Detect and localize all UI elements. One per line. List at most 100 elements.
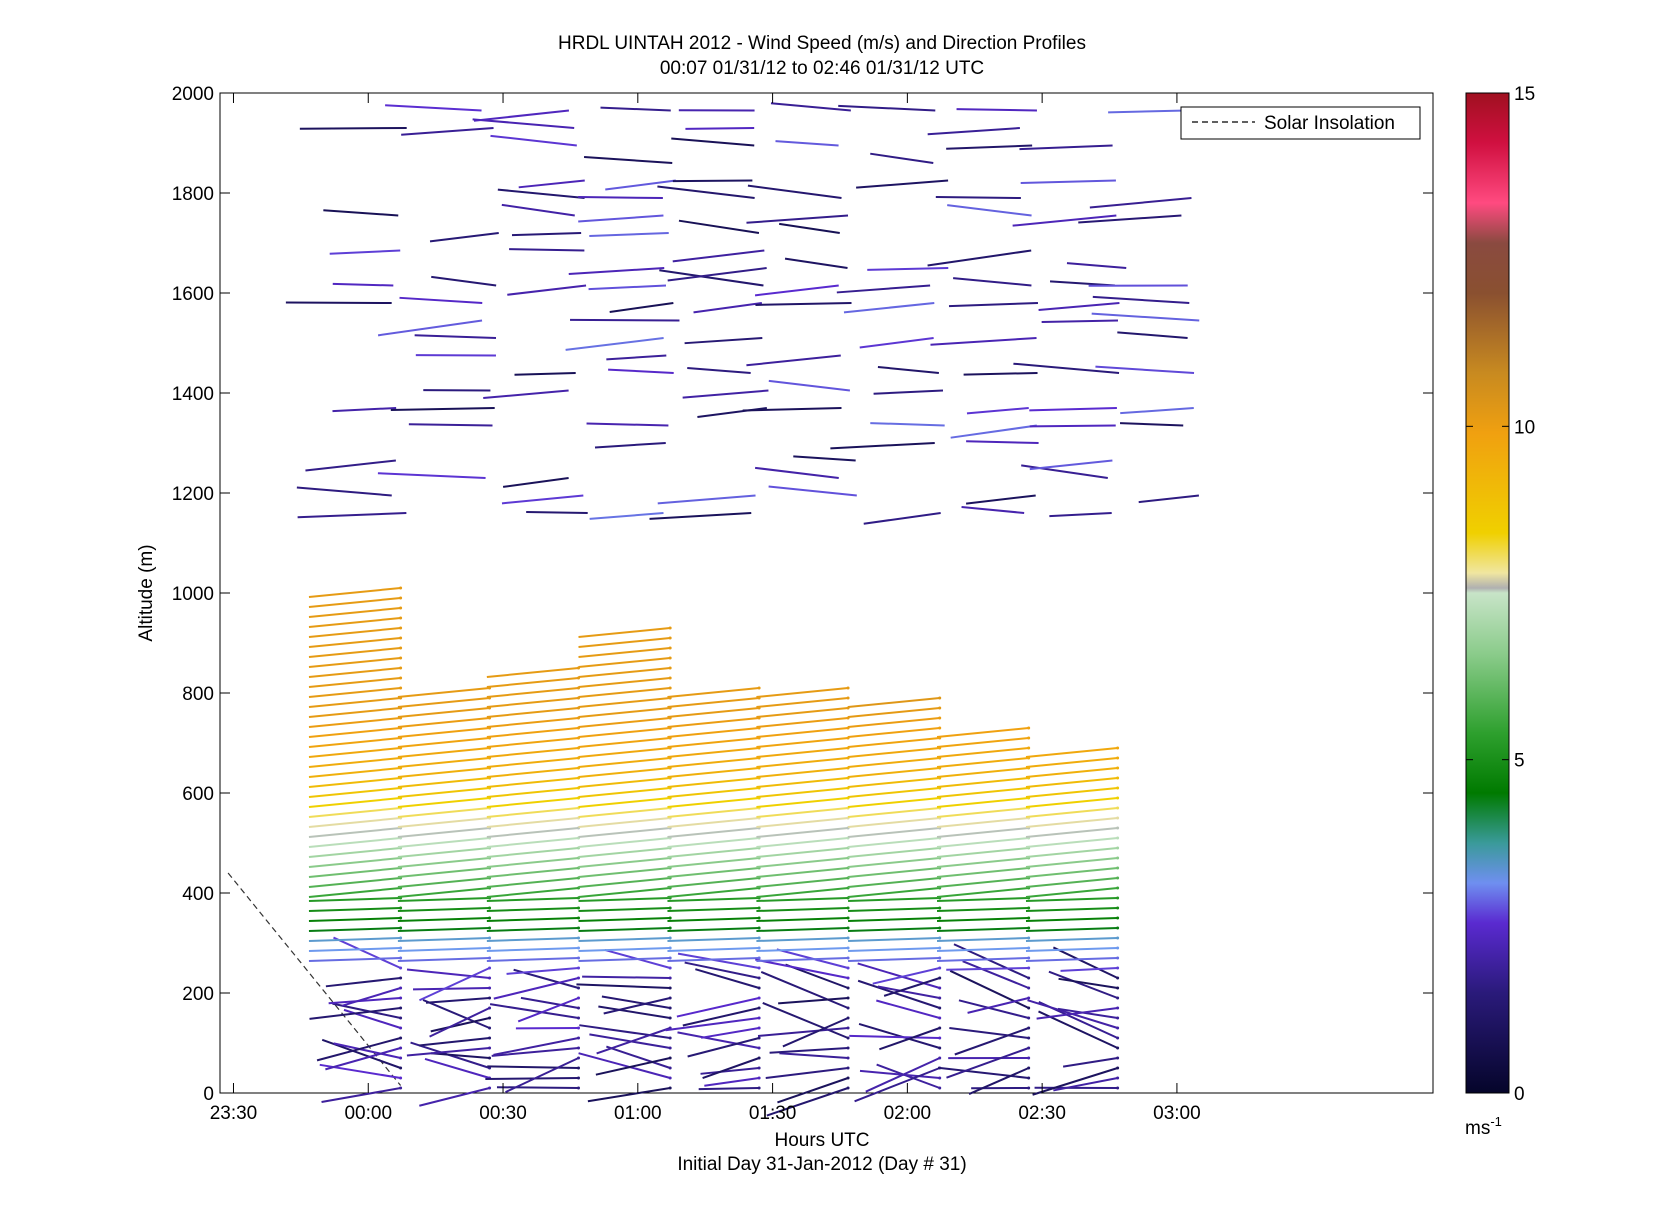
wind-vector xyxy=(854,1067,941,1103)
wind-vector xyxy=(603,997,671,1015)
wind-vector-upper xyxy=(377,319,483,337)
wind-vector xyxy=(578,917,671,922)
wind-vector xyxy=(486,857,579,868)
wind-vector xyxy=(493,977,579,1000)
wind-vector-upper xyxy=(305,459,396,472)
wind-vector xyxy=(397,707,490,718)
wind-vector-head xyxy=(1027,1006,1031,1010)
wind-vector xyxy=(779,1052,849,1059)
wind-vector xyxy=(506,967,579,975)
wind-vector-head xyxy=(577,1026,581,1030)
wind-vector xyxy=(486,697,579,708)
wind-vector-head xyxy=(668,926,672,930)
wind-vector xyxy=(667,737,760,748)
wind-vector xyxy=(321,1087,401,1104)
wind-vector xyxy=(576,983,671,989)
wind-vector xyxy=(766,1087,849,1117)
wind-vector xyxy=(328,997,401,1005)
wind-vector xyxy=(308,597,401,608)
wind-vector xyxy=(419,1087,490,1107)
wind-vector xyxy=(308,897,401,902)
y-tick-label: 1200 xyxy=(172,484,214,505)
wind-vector-head xyxy=(668,1006,672,1010)
wind-vector-upper xyxy=(956,108,1037,112)
wind-vector xyxy=(936,917,1029,922)
wind-vector xyxy=(667,697,760,708)
wind-vector-head xyxy=(938,716,942,720)
wind-vector-upper xyxy=(659,269,764,287)
wind-vector-head xyxy=(846,1076,850,1080)
wind-vector-head xyxy=(577,1056,581,1060)
wind-vector-upper xyxy=(784,257,848,269)
wind-vector xyxy=(847,727,940,738)
wind-vector xyxy=(756,857,849,868)
wind-vector xyxy=(397,827,490,838)
wind-vector-head xyxy=(938,706,942,710)
wind-vector xyxy=(308,687,401,698)
wind-vector-head xyxy=(1027,946,1031,950)
wind-vector-head xyxy=(846,976,850,980)
wind-vector-upper xyxy=(332,282,394,287)
wind-vector-upper xyxy=(671,137,755,147)
wind-vector-head xyxy=(846,1086,850,1090)
wind-vector-upper xyxy=(1020,179,1116,184)
wind-vector xyxy=(308,607,401,618)
wind-vector xyxy=(308,737,401,748)
x-tick-label: 01:00 xyxy=(614,1103,662,1124)
wind-vector xyxy=(486,747,579,758)
wind-vector xyxy=(876,999,940,1019)
wind-vector xyxy=(578,957,671,962)
wind-vector-upper xyxy=(589,232,669,238)
wind-vector xyxy=(883,977,941,997)
wind-vector-head xyxy=(846,946,850,950)
wind-vector-head xyxy=(1027,1036,1031,1040)
wind-vector xyxy=(308,917,401,922)
wind-vector xyxy=(756,737,849,748)
wind-vector-head xyxy=(399,926,403,930)
wind-vector-upper xyxy=(1117,331,1188,339)
wind-vector-head xyxy=(399,936,403,940)
wind-vector xyxy=(847,867,940,878)
wind-vector-head xyxy=(668,1036,672,1040)
wind-vector xyxy=(1025,897,1118,902)
wind-vector-upper xyxy=(473,109,570,122)
wind-vector-head xyxy=(577,916,581,920)
wind-vector xyxy=(848,947,940,952)
wind-vector xyxy=(579,1024,671,1039)
x-axis-label: Hours UTC xyxy=(774,1130,869,1151)
wind-vector-head xyxy=(399,1006,403,1010)
wind-vector xyxy=(756,937,849,942)
wind-vector xyxy=(430,1017,490,1033)
wind-vector-head xyxy=(1027,1026,1031,1030)
wind-vector xyxy=(397,797,490,808)
chart-subtitle: 00:07 01/31/12 to 02:46 01/31/12 UTC xyxy=(660,58,984,79)
wind-vector-head xyxy=(399,1066,403,1070)
wind-vector-head xyxy=(399,996,403,1000)
wind-vector xyxy=(936,827,1029,838)
wind-vector-head xyxy=(938,1086,942,1090)
wind-vector xyxy=(308,587,401,598)
wind-vector xyxy=(308,847,401,858)
wind-vector xyxy=(667,807,760,818)
wind-vector xyxy=(595,1057,671,1076)
wind-vector xyxy=(667,797,760,808)
wind-vector xyxy=(578,777,671,788)
wind-vector-head xyxy=(1116,946,1120,950)
wind-vector xyxy=(486,827,579,838)
wind-vector xyxy=(936,817,1029,828)
wind-vector xyxy=(760,971,849,1009)
wind-vector xyxy=(847,707,940,718)
wind-vector xyxy=(486,907,579,912)
wind-vector-upper xyxy=(838,104,936,112)
wind-vector-upper xyxy=(299,127,407,130)
wind-vector xyxy=(936,797,1029,808)
wind-vector xyxy=(505,1057,579,1094)
wind-vector xyxy=(847,797,940,808)
wind-vector xyxy=(486,897,579,902)
wind-vector xyxy=(847,717,940,728)
wind-vector-head xyxy=(577,1086,581,1090)
wind-vector-upper xyxy=(746,354,841,367)
wind-vector-head xyxy=(938,726,942,730)
wind-vector-upper xyxy=(947,204,1032,217)
wind-vector-upper xyxy=(836,284,931,294)
